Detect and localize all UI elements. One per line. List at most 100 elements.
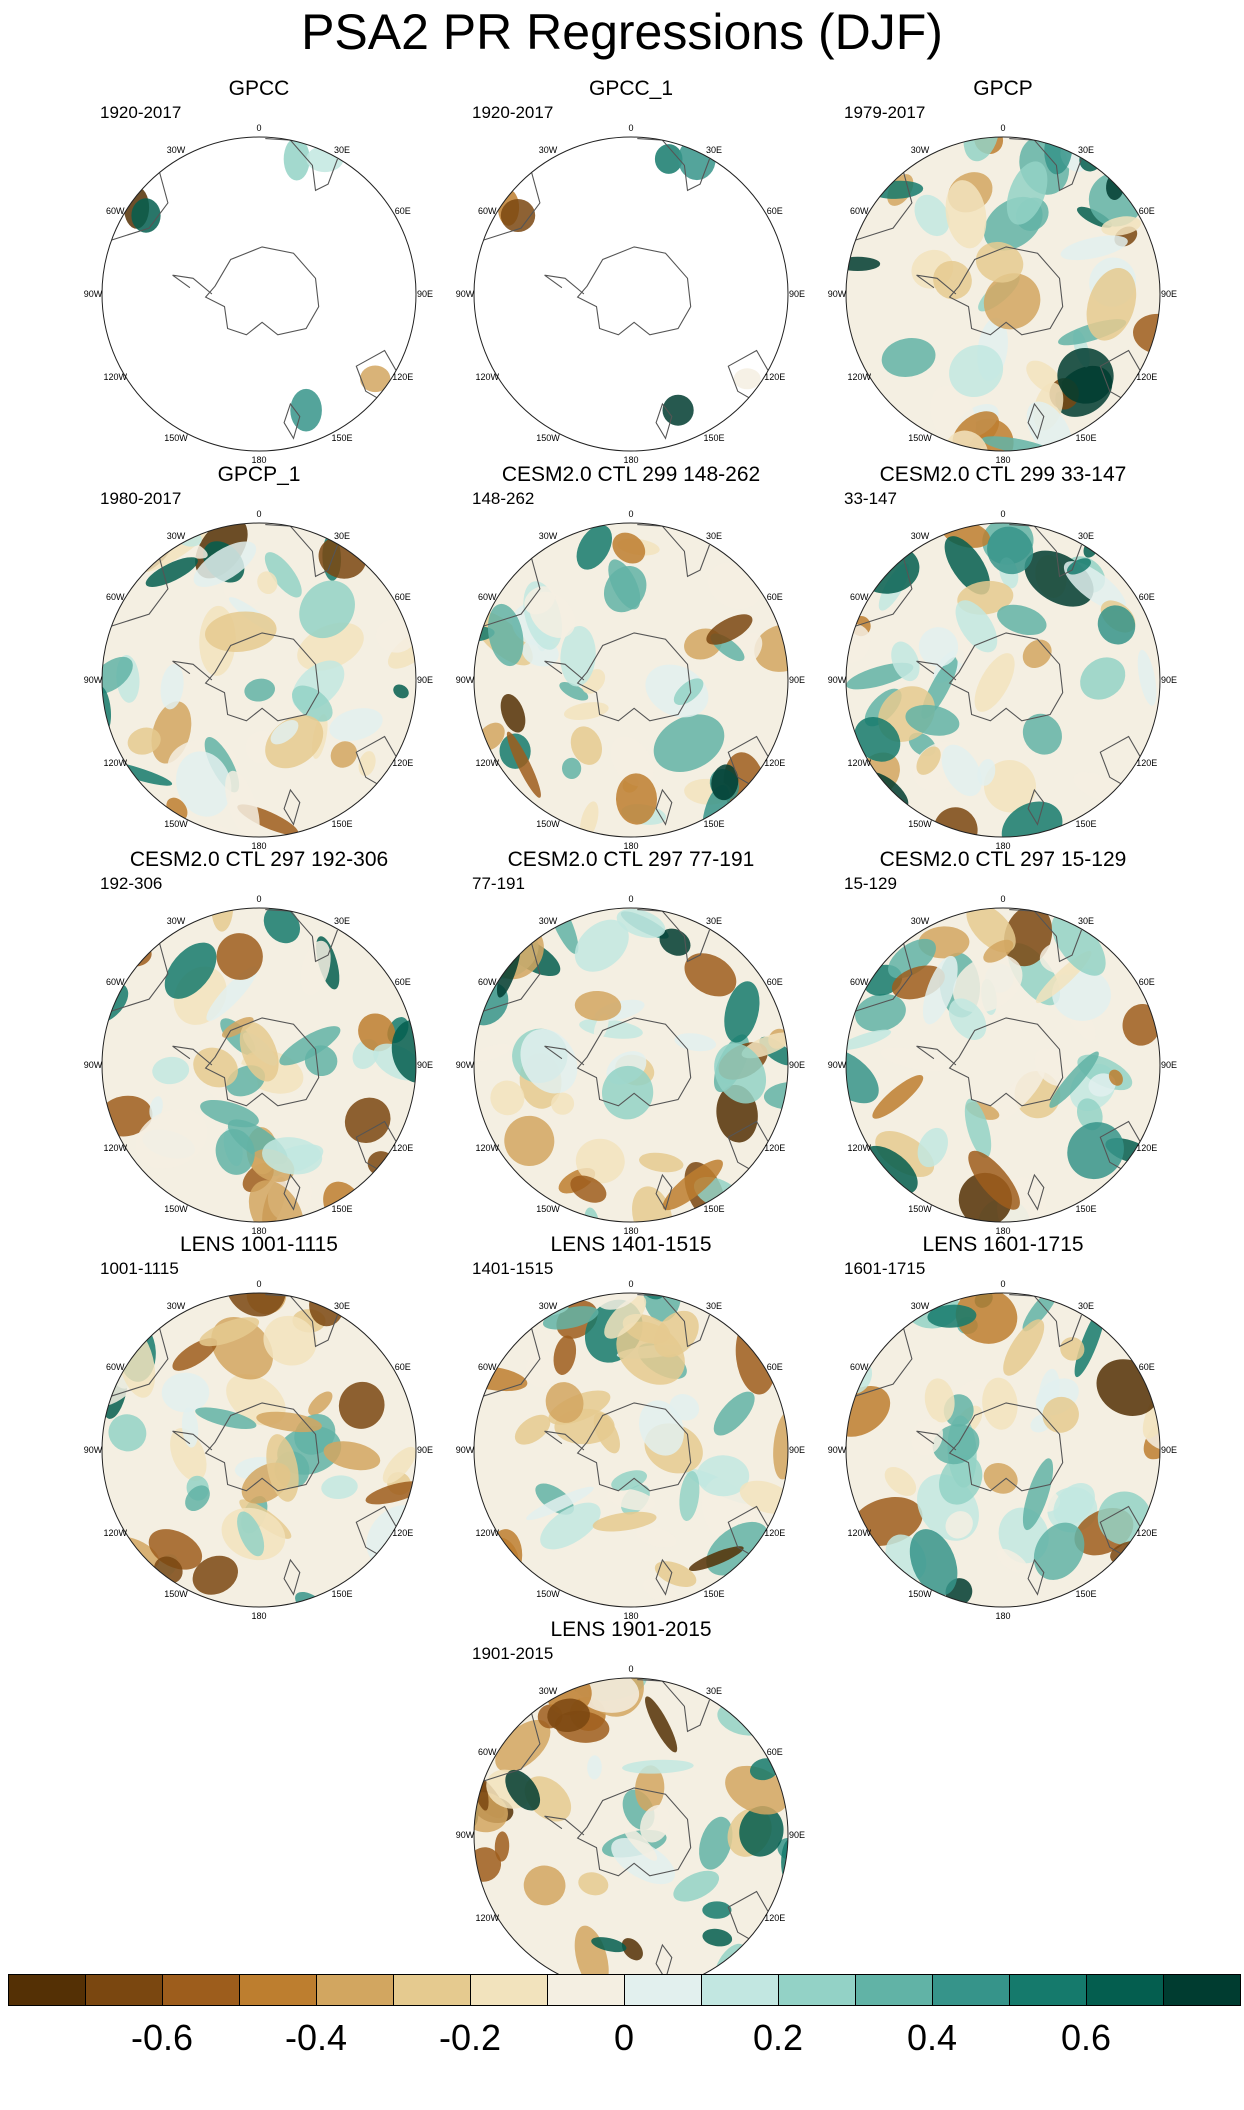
map-boundary xyxy=(101,907,417,1223)
panel-period: 1901-2015 xyxy=(472,1644,554,1663)
panel-title: CESM2.0 CTL 297 192-306 xyxy=(129,848,389,871)
anomaly-contour xyxy=(172,1338,218,1371)
panel-period: 148-262 xyxy=(472,489,535,508)
longitude-label: 30W xyxy=(538,145,558,156)
coastline xyxy=(576,1402,692,1492)
anomaly-contour xyxy=(987,526,1034,575)
anomaly-contour xyxy=(924,1378,955,1423)
longitude-label: 180 xyxy=(251,841,267,851)
longitude-label: 60W xyxy=(106,977,125,987)
anomaly-contour xyxy=(1057,347,1114,404)
longitude-label: 60W xyxy=(478,1747,497,1757)
anomaly-contour xyxy=(706,614,753,645)
longitude-label: 60W xyxy=(850,977,869,987)
polar-map xyxy=(845,136,1161,452)
longitude-label: 60E xyxy=(394,1362,411,1372)
longitude-label: 60E xyxy=(394,977,411,987)
coastline xyxy=(204,1017,320,1107)
colorbar-tick-label: 0.6 xyxy=(1060,2017,1112,2058)
map-boundary xyxy=(845,522,1161,838)
longitude-label: 150E xyxy=(331,1203,353,1214)
longitude-label: 90E xyxy=(1161,675,1178,685)
polar-map xyxy=(101,136,417,452)
coastline xyxy=(576,1787,692,1877)
longitude-label: 0 xyxy=(1000,1279,1006,1289)
longitude-label: 60E xyxy=(1138,977,1155,987)
colorbar-tick-label: -0.4 xyxy=(284,2017,348,2058)
anomaly-contour xyxy=(506,731,541,798)
anomaly-contour xyxy=(616,1321,685,1385)
anomaly-contour xyxy=(725,1765,788,1815)
anomaly-contour xyxy=(1088,1073,1116,1097)
anomaly-contour xyxy=(561,757,582,779)
longitude-label: 180 xyxy=(995,1226,1011,1236)
panel-period: 15-129 xyxy=(844,874,897,893)
anomaly-contour xyxy=(487,603,524,667)
polar-map xyxy=(101,907,417,1223)
anomaly-contour xyxy=(248,1180,304,1222)
anomaly-contour xyxy=(526,1486,594,1521)
anomaly-contour xyxy=(932,1424,980,1465)
longitude-label: 120E xyxy=(764,372,786,382)
anomaly-contour xyxy=(622,1759,694,1774)
anomaly-contour xyxy=(193,1047,238,1088)
longitude-label: 90W xyxy=(83,289,103,299)
longitude-label: 30W xyxy=(538,1301,558,1312)
anomaly-contour xyxy=(990,1067,1045,1123)
anomaly-contour xyxy=(575,1138,625,1184)
longitude-label: 150E xyxy=(1075,818,1097,829)
anomaly-contour xyxy=(574,919,629,972)
longitude-label: 30E xyxy=(334,916,351,927)
longitude-label: 30E xyxy=(1078,531,1095,542)
anomaly-contour xyxy=(975,241,1024,283)
colorbar-box xyxy=(778,1974,856,2006)
anomaly-contour xyxy=(329,708,383,742)
anomaly-contour xyxy=(673,678,704,706)
anomaly-contour xyxy=(645,664,709,718)
anomaly-contour xyxy=(933,260,972,300)
polar-map xyxy=(101,522,417,838)
anomaly-contour xyxy=(983,1463,1018,1494)
anomaly-contour xyxy=(382,1446,416,1484)
panel-title: GPCC_1 xyxy=(588,77,674,100)
longitude-label: 90E xyxy=(789,1060,806,1070)
coastline xyxy=(544,1430,585,1451)
anomaly-contour xyxy=(145,557,198,588)
anomaly-contour xyxy=(635,1765,665,1812)
anomaly-contour xyxy=(365,1481,416,1505)
colorbar-box xyxy=(470,1974,548,2006)
anomaly-contour xyxy=(206,966,258,1021)
longitude-label: 30W xyxy=(910,531,930,542)
longitude-label: 150W xyxy=(164,432,188,443)
anomaly-contour xyxy=(200,1099,259,1128)
anomaly-contour xyxy=(662,1159,723,1211)
anomaly-contour xyxy=(673,1870,720,1902)
anomaly-contour xyxy=(846,623,871,664)
anomaly-contour xyxy=(944,536,990,595)
anomaly-contour xyxy=(914,194,950,237)
anomaly-contour xyxy=(955,600,998,653)
longitude-label: 60W xyxy=(478,1362,497,1372)
longitude-label: 90W xyxy=(827,1445,847,1455)
anomaly-contour xyxy=(131,198,161,233)
longitude-label: 150W xyxy=(908,1203,932,1214)
longitude-label: 90W xyxy=(455,1060,475,1070)
colorbar-box xyxy=(547,1974,625,2006)
longitude-label: 150E xyxy=(331,432,353,443)
longitude-label: 30W xyxy=(166,916,186,927)
anomaly-contour xyxy=(944,430,989,451)
anomaly-contour xyxy=(344,1097,391,1144)
coastline xyxy=(1027,1558,1045,1596)
anomaly-contour xyxy=(225,1293,286,1317)
panel-title: CESM2.0 CTL 297 15-129 xyxy=(879,848,1127,871)
longitude-label: 120E xyxy=(764,1913,786,1923)
colorbar-box xyxy=(239,1974,317,2006)
anomaly-contour xyxy=(592,1511,657,1532)
anomaly-contour xyxy=(1137,649,1157,706)
longitude-label: 60E xyxy=(394,206,411,216)
coastline xyxy=(544,1815,585,1836)
longitude-label: 120E xyxy=(392,1143,414,1153)
coastline xyxy=(544,274,585,295)
map-boundary xyxy=(845,1292,1161,1608)
coastline xyxy=(1027,402,1045,440)
